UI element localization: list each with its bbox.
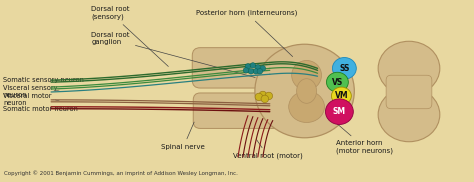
FancyBboxPatch shape (193, 93, 317, 128)
Ellipse shape (378, 41, 440, 95)
Ellipse shape (255, 44, 354, 138)
Ellipse shape (378, 88, 440, 142)
Text: Ventral root (motor): Ventral root (motor) (233, 140, 303, 159)
Circle shape (243, 68, 249, 73)
Text: Posterior horn (interneurons): Posterior horn (interneurons) (196, 10, 298, 57)
Text: Dorsal root
ganglion: Dorsal root ganglion (91, 32, 255, 78)
Circle shape (253, 69, 259, 74)
Circle shape (259, 91, 267, 99)
FancyBboxPatch shape (192, 48, 318, 88)
Text: VS: VS (332, 78, 343, 87)
Text: Somatic sensory neuron: Somatic sensory neuron (3, 77, 84, 83)
Ellipse shape (297, 79, 317, 103)
Text: Copyright © 2001 Benjamin Cummings, an imprint of Addison Wesley Longman, Inc.: Copyright © 2001 Benjamin Cummings, an i… (4, 170, 238, 176)
Circle shape (248, 69, 254, 74)
Ellipse shape (289, 91, 325, 122)
Text: SM: SM (333, 107, 346, 116)
Circle shape (255, 65, 261, 70)
Text: Visceral motor
neuron: Visceral motor neuron (3, 93, 52, 106)
Circle shape (250, 63, 255, 68)
Circle shape (261, 95, 269, 103)
Ellipse shape (327, 72, 348, 92)
Text: VM: VM (335, 91, 348, 100)
Ellipse shape (332, 58, 356, 79)
FancyBboxPatch shape (386, 75, 432, 109)
Text: SS: SS (339, 64, 349, 73)
Text: Visceral sensory
neuron: Visceral sensory neuron (3, 84, 58, 98)
Circle shape (245, 64, 251, 69)
Ellipse shape (292, 60, 321, 90)
Ellipse shape (326, 99, 353, 124)
Circle shape (260, 66, 265, 71)
Circle shape (257, 69, 263, 74)
Text: Spinal nerve: Spinal nerve (162, 122, 205, 150)
Circle shape (265, 92, 273, 100)
Ellipse shape (331, 87, 351, 105)
Circle shape (255, 93, 263, 101)
Text: Anterior horn
(motor neurons): Anterior horn (motor neurons) (328, 116, 393, 154)
Text: Somatic motor neuron: Somatic motor neuron (3, 106, 78, 112)
Text: Dorsal root
(sensory): Dorsal root (sensory) (91, 6, 168, 66)
